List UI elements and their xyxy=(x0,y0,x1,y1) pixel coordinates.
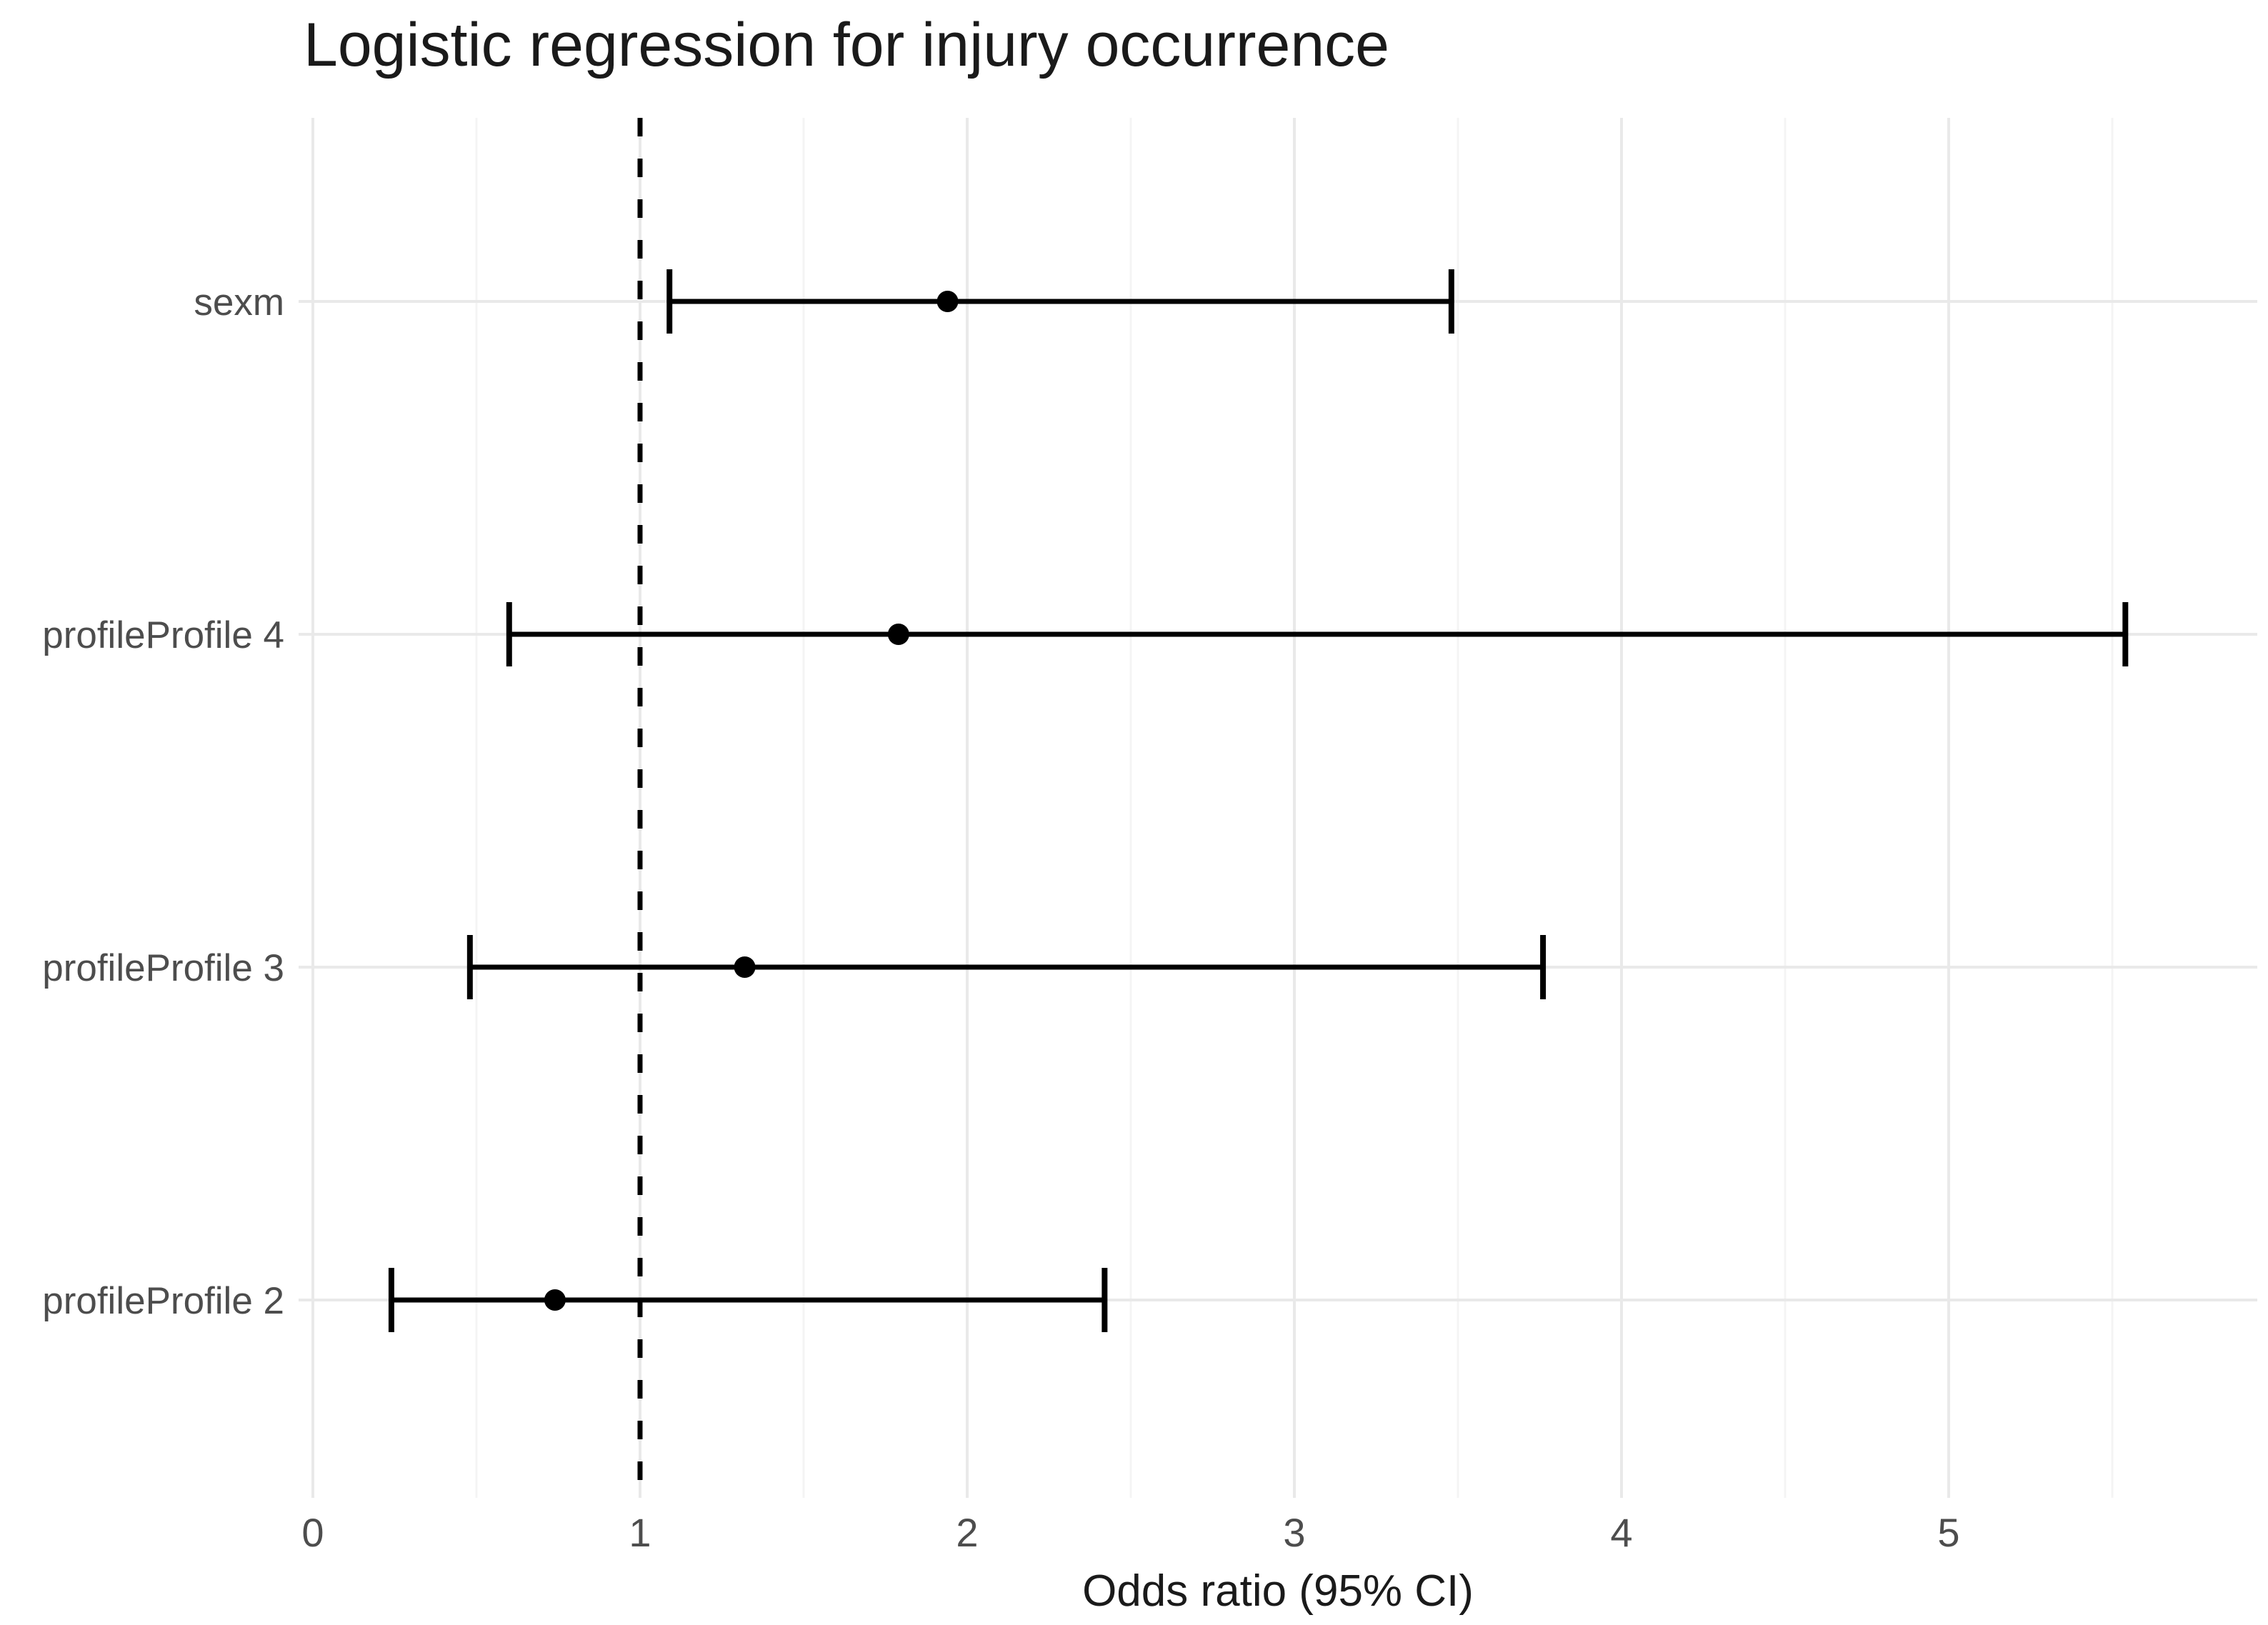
y-axis-labels: sexm profileProfile 4 profileProfile 3 prof… xyxy=(42,281,284,1322)
forest-row-profileprofile-3 xyxy=(466,935,1547,999)
grid-minor-lines xyxy=(475,118,2114,1498)
point-estimate-dot xyxy=(887,624,909,645)
x-axis-title: Odds ratio (95% CI) xyxy=(1082,1566,1474,1616)
chart-title: Logistic regression for injury occurrenc… xyxy=(304,11,1389,79)
x-axis-tick-labels: 0 1 2 3 4 5 xyxy=(301,1510,1959,1555)
x-tick-label: 0 xyxy=(301,1510,324,1555)
y-axis-label: profileProfile 4 xyxy=(42,614,284,656)
forest-row-profileprofile-2 xyxy=(388,1268,1108,1332)
y-axis-label: profileProfile 3 xyxy=(42,947,284,989)
grid-row-lines xyxy=(299,300,2257,1301)
x-tick-label: 4 xyxy=(1610,1510,1632,1555)
y-axis-label: profileProfile 2 xyxy=(42,1280,284,1322)
x-tick-label: 2 xyxy=(956,1510,978,1555)
forest-row-sexm xyxy=(666,269,1454,334)
grid-major-lines xyxy=(311,118,1950,1498)
point-estimate-dot xyxy=(734,956,756,978)
point-estimate-dot xyxy=(544,1289,566,1311)
forest-row-profileprofile-4 xyxy=(506,602,2129,666)
y-axis-label: sexm xyxy=(194,281,284,324)
x-tick-label: 3 xyxy=(1283,1510,1305,1555)
ci-and-point-layer xyxy=(388,269,2129,1332)
point-estimate-dot xyxy=(936,291,959,312)
x-tick-label: 1 xyxy=(629,1510,651,1555)
x-tick-label: 5 xyxy=(1937,1510,1959,1555)
